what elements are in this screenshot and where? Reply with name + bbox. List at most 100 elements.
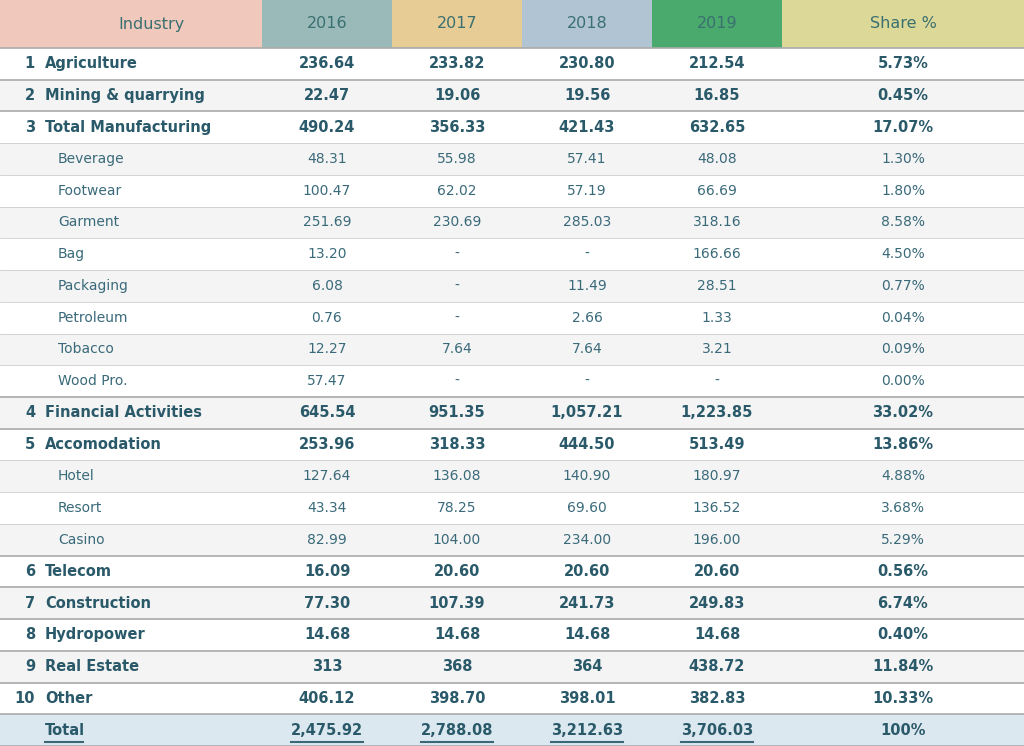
Text: 6.08: 6.08 <box>311 279 342 293</box>
Text: 645.54: 645.54 <box>299 405 355 420</box>
Bar <box>0 80 1024 111</box>
Bar <box>522 0 652 48</box>
Text: 1.80%: 1.80% <box>881 184 925 198</box>
Text: 13.20: 13.20 <box>307 247 347 261</box>
Text: 9: 9 <box>25 659 35 674</box>
Bar <box>0 429 1024 460</box>
Bar <box>0 48 1024 80</box>
Text: 10: 10 <box>14 691 35 706</box>
Text: 0.76: 0.76 <box>311 310 342 325</box>
Text: 398.01: 398.01 <box>559 691 615 706</box>
Text: 20.60: 20.60 <box>694 564 740 579</box>
Bar <box>782 0 1024 48</box>
Text: 2019: 2019 <box>696 16 737 31</box>
Text: 382.83: 382.83 <box>689 691 745 706</box>
Text: 398.70: 398.70 <box>429 691 485 706</box>
Text: Real Estate: Real Estate <box>45 659 139 674</box>
Text: 16.85: 16.85 <box>693 88 740 103</box>
Text: 5: 5 <box>25 437 35 452</box>
Bar <box>0 111 1024 143</box>
Text: 1,223.85: 1,223.85 <box>681 405 754 420</box>
Text: 10.33%: 10.33% <box>872 691 934 706</box>
Text: 4: 4 <box>25 405 35 420</box>
Text: Total: Total <box>45 723 85 738</box>
Text: 7.64: 7.64 <box>571 342 602 357</box>
Text: 0.00%: 0.00% <box>881 374 925 388</box>
Text: 100%: 100% <box>881 723 926 738</box>
Text: 236.64: 236.64 <box>299 57 355 72</box>
Text: 43.34: 43.34 <box>307 501 347 515</box>
Text: 5.73%: 5.73% <box>878 57 929 72</box>
Text: 318.33: 318.33 <box>429 437 485 452</box>
Text: 318.16: 318.16 <box>692 216 741 230</box>
Bar <box>652 0 782 48</box>
Text: 19.56: 19.56 <box>564 88 610 103</box>
Text: 364: 364 <box>571 659 602 674</box>
Bar <box>0 207 1024 239</box>
Text: 3.21: 3.21 <box>701 342 732 357</box>
Bar <box>392 0 522 48</box>
Text: 0.77%: 0.77% <box>881 279 925 293</box>
Text: 11.84%: 11.84% <box>872 659 934 674</box>
Bar <box>0 587 1024 619</box>
Text: 20.60: 20.60 <box>564 564 610 579</box>
Text: Resort: Resort <box>58 501 102 515</box>
Text: -: - <box>455 279 460 293</box>
Text: 0.09%: 0.09% <box>881 342 925 357</box>
Text: -: - <box>585 374 590 388</box>
Text: Bag: Bag <box>58 247 85 261</box>
Text: 82.99: 82.99 <box>307 533 347 547</box>
Text: 17.07%: 17.07% <box>872 120 934 135</box>
Text: 20.60: 20.60 <box>434 564 480 579</box>
Text: 180.97: 180.97 <box>693 469 741 483</box>
Text: Total Manufacturing: Total Manufacturing <box>45 120 211 135</box>
Bar <box>0 239 1024 270</box>
Text: 3,212.63: 3,212.63 <box>551 723 623 738</box>
Text: Tobacco: Tobacco <box>58 342 114 357</box>
Text: 11.49: 11.49 <box>567 279 607 293</box>
Text: 48.08: 48.08 <box>697 152 737 166</box>
Bar <box>0 651 1024 683</box>
Text: 285.03: 285.03 <box>563 216 611 230</box>
Text: 78.25: 78.25 <box>437 501 477 515</box>
Bar <box>0 524 1024 556</box>
Text: Telecom: Telecom <box>45 564 112 579</box>
Text: Casino: Casino <box>58 533 104 547</box>
Text: 28.51: 28.51 <box>697 279 737 293</box>
Text: 107.39: 107.39 <box>429 596 485 611</box>
Text: Footwear: Footwear <box>58 184 122 198</box>
Text: 421.43: 421.43 <box>559 120 615 135</box>
Text: 490.24: 490.24 <box>299 120 355 135</box>
Text: 2,475.92: 2,475.92 <box>291 723 364 738</box>
Text: 55.98: 55.98 <box>437 152 477 166</box>
Text: 3.68%: 3.68% <box>881 501 925 515</box>
Bar <box>0 0 40 48</box>
Text: 66.69: 66.69 <box>697 184 737 198</box>
Bar <box>0 619 1024 651</box>
Text: 4.50%: 4.50% <box>881 247 925 261</box>
Bar <box>0 492 1024 524</box>
Text: 249.83: 249.83 <box>689 596 745 611</box>
Text: Packaging: Packaging <box>58 279 129 293</box>
Text: Beverage: Beverage <box>58 152 125 166</box>
Text: 136.52: 136.52 <box>693 501 741 515</box>
Text: 241.73: 241.73 <box>559 596 615 611</box>
Text: 22.47: 22.47 <box>304 88 350 103</box>
Bar <box>0 333 1024 366</box>
Text: 196.00: 196.00 <box>693 533 741 547</box>
Text: 14.68: 14.68 <box>434 627 480 642</box>
Text: 0.04%: 0.04% <box>881 310 925 325</box>
Text: 77.30: 77.30 <box>304 596 350 611</box>
Text: 513.49: 513.49 <box>689 437 745 452</box>
Text: Wood Pro.: Wood Pro. <box>58 374 128 388</box>
Text: 7.64: 7.64 <box>441 342 472 357</box>
Text: 234.00: 234.00 <box>563 533 611 547</box>
Bar <box>0 302 1024 333</box>
Text: 57.19: 57.19 <box>567 184 607 198</box>
Text: 33.02%: 33.02% <box>872 405 934 420</box>
Text: 444.50: 444.50 <box>559 437 615 452</box>
Text: 16.09: 16.09 <box>304 564 350 579</box>
Text: 62.02: 62.02 <box>437 184 477 198</box>
Text: Hydropower: Hydropower <box>45 627 145 642</box>
Text: 0.40%: 0.40% <box>878 627 929 642</box>
